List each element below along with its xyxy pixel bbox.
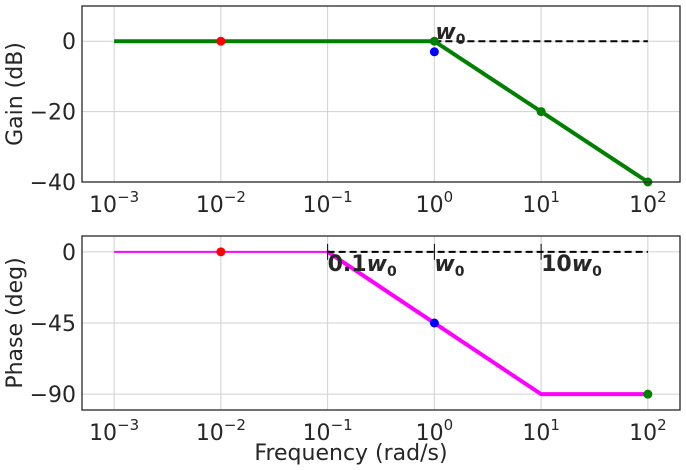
annotation-label: 0.1w0 — [328, 252, 397, 280]
x-tick-label: 10−1 — [303, 188, 353, 218]
annotation-label: w0 — [435, 20, 465, 48]
x-tick-label: 102 — [629, 188, 667, 218]
x-tick-label: 101 — [522, 188, 560, 218]
series-line — [326, 250, 648, 397]
x-tick-label: 10−2 — [196, 416, 246, 446]
data-point — [536, 107, 546, 117]
x-tick-label: 102 — [629, 416, 667, 446]
data-point — [643, 389, 653, 399]
y-axis-label: Gain (dB) — [3, 42, 28, 146]
axes-frame — [81, 5, 681, 183]
y-tick-label: −90 — [30, 383, 76, 408]
y-axis-label: Phase (deg) — [3, 257, 28, 388]
x-tick-label: 10−3 — [89, 188, 139, 218]
x-tick-label: 10−1 — [303, 416, 353, 446]
data-point — [216, 36, 226, 46]
y-tick-label: −40 — [30, 171, 76, 196]
plot-gain: 0 −20 −40 10−3 10−2 10−1 100 101 102 Gain (dB) w0 — [3, 5, 681, 218]
x-axis-label: Frequency (rad/s) — [254, 441, 447, 466]
data-point — [429, 36, 439, 46]
y-tick-label: 0 — [62, 30, 76, 55]
y-tick-label: −20 — [30, 101, 76, 126]
data-point — [429, 318, 439, 328]
axes-frame — [81, 235, 681, 411]
data-point — [216, 247, 226, 257]
annotation-label: 10w0 — [541, 252, 602, 280]
y-tick-label: −45 — [30, 312, 76, 337]
y-tick-label: 0 — [62, 241, 76, 266]
x-tick-label: 101 — [522, 416, 560, 446]
annotation-label: w0 — [434, 252, 464, 280]
plot-phase: 0 −45 −90 10−3 10−2 10−1 100 101 102 Phase (deg) F… — [3, 235, 681, 466]
data-point — [429, 47, 439, 57]
x-tick-label: 100 — [416, 188, 454, 218]
x-tick-label: 10−3 — [89, 416, 139, 446]
x-tick-label: 10−2 — [196, 188, 246, 218]
x-tick-label: 100 — [416, 416, 454, 446]
